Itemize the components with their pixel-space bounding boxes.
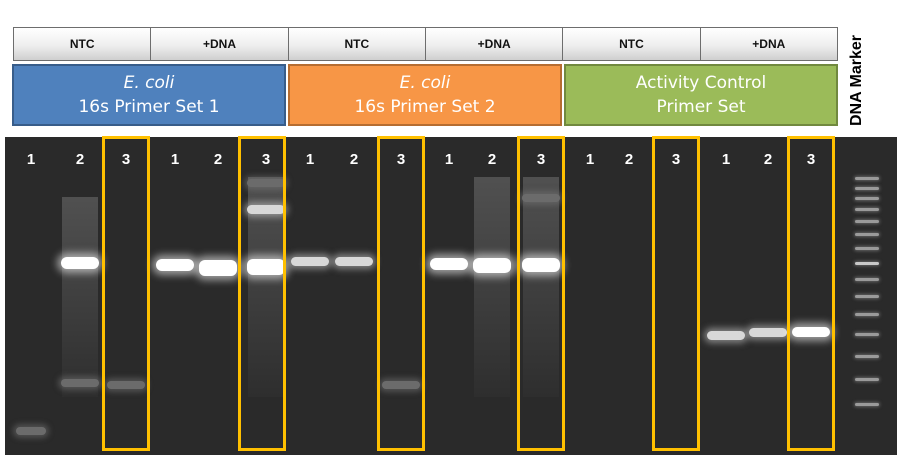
condition-ntc-set3: NTC — [562, 27, 701, 61]
primer-set-2-organism: E. coli — [399, 73, 451, 93]
lane-label: 1 — [444, 151, 454, 168]
lane-label: 1 — [26, 151, 36, 168]
lane-label: 1 — [170, 151, 180, 168]
lane-label: 2 — [349, 151, 359, 168]
lane-label: 1 — [721, 151, 731, 168]
gel-band — [199, 260, 237, 276]
condition-ntc-set2: NTC — [287, 27, 426, 61]
ladder-band — [855, 220, 879, 223]
ladder-band — [855, 403, 879, 406]
dna-marker-ladder — [855, 177, 879, 427]
lane-label: 3 — [671, 151, 681, 168]
primer-set-2-name: 16s Primer Set 2 — [354, 97, 496, 117]
ladder-band — [855, 247, 879, 250]
primer-set-1: E. coli 16s Primer Set 1 — [12, 64, 286, 126]
gel-band — [16, 427, 46, 435]
ladder-band — [855, 262, 879, 265]
ladder-band — [855, 187, 879, 190]
lane-label: 3 — [261, 151, 271, 168]
condition-dna-set2: +DNA — [424, 27, 564, 61]
gel-band — [749, 328, 787, 337]
gel-band — [522, 194, 560, 202]
condition-ntc-set1: NTC — [13, 27, 152, 61]
lane-label: 2 — [213, 151, 223, 168]
lane-label: 2 — [624, 151, 634, 168]
ladder-band — [855, 197, 879, 200]
gel-band — [522, 258, 560, 272]
lane-label: 3 — [536, 151, 546, 168]
ladder-band — [855, 208, 879, 211]
gel-image: 1 2 3 1 2 3 1 2 3 1 2 3 1 2 3 1 2 3 — [5, 137, 897, 455]
gel-band — [107, 381, 145, 389]
gel-band — [247, 205, 285, 214]
primer-set-3-title: Activity Control — [635, 73, 767, 93]
lane-label: 2 — [763, 151, 773, 168]
lane-label: 3 — [121, 151, 131, 168]
ladder-band — [855, 355, 879, 358]
gel-band — [335, 257, 373, 266]
gel-band — [247, 179, 285, 187]
ladder-band — [855, 295, 879, 298]
lane-smear — [62, 197, 98, 397]
lane-label: 3 — [806, 151, 816, 168]
gel-band — [473, 258, 511, 273]
gel-band — [291, 257, 329, 266]
primer-set-3-name: Primer Set — [656, 97, 746, 117]
gel-band — [707, 331, 745, 340]
condition-dna-set3: +DNA — [699, 27, 838, 61]
gel-band — [382, 381, 420, 389]
ladder-band — [855, 333, 879, 336]
gel-band — [156, 259, 194, 271]
gel-band — [430, 258, 468, 270]
primer-set-3: Activity Control Primer Set — [564, 64, 838, 126]
primer-set-1-name: 16s Primer Set 1 — [78, 97, 220, 117]
lane-label: 2 — [75, 151, 85, 168]
ladder-band — [855, 177, 879, 180]
condition-dna-set1: +DNA — [150, 27, 289, 61]
lane-label: 1 — [585, 151, 595, 168]
lane-label: 2 — [487, 151, 497, 168]
ladder-band — [855, 278, 879, 281]
primer-set-2: E. coli 16s Primer Set 2 — [288, 64, 562, 126]
primer-set-row: E. coli 16s Primer Set 1 E. coli 16s Pri… — [12, 64, 838, 126]
primer-set-1-organism: E. coli — [123, 73, 175, 93]
lane-label: 1 — [305, 151, 315, 168]
gel-band — [247, 259, 285, 275]
gel-band — [61, 257, 99, 269]
gel-band — [61, 379, 99, 387]
condition-header-row: NTC +DNA NTC +DNA NTC +DNA — [13, 27, 838, 61]
dna-marker-label: DNA Marker — [848, 35, 865, 126]
ladder-band — [855, 378, 879, 381]
gel-band — [792, 327, 830, 337]
ladder-band — [855, 233, 879, 236]
lane-smear — [523, 177, 559, 397]
lane-smear — [474, 177, 510, 397]
ladder-band — [855, 313, 879, 316]
lane-label: 3 — [396, 151, 406, 168]
